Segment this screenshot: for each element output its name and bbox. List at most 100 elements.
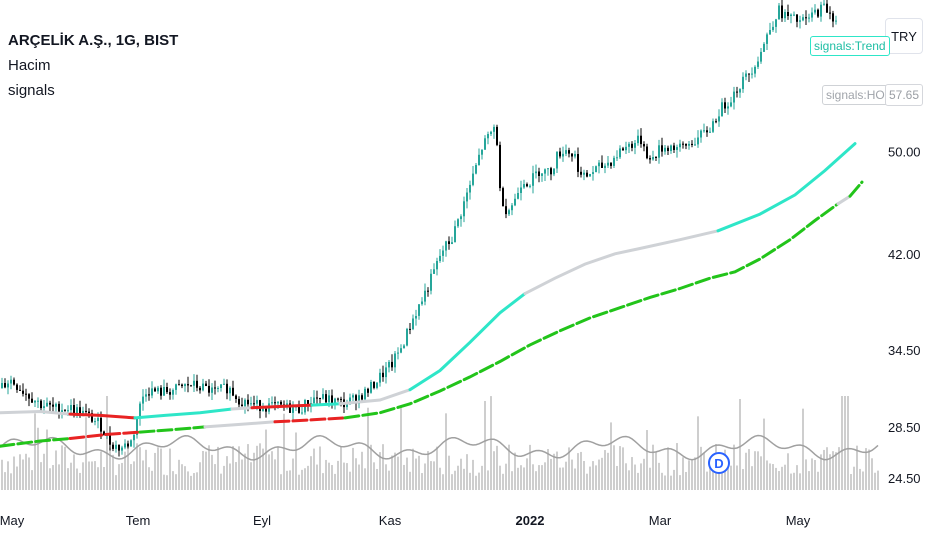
candle-body	[349, 397, 351, 404]
volume-bar	[202, 451, 204, 490]
volume-bar	[169, 448, 171, 490]
candle-body	[139, 403, 141, 419]
volume-bar	[553, 453, 555, 490]
candle-body	[601, 162, 603, 168]
candle-body	[577, 154, 579, 172]
volume-bar	[634, 464, 636, 490]
volume-bar	[223, 465, 225, 490]
trend-series-tag: signals:Trend	[810, 36, 890, 56]
volume-bar	[811, 458, 813, 490]
y-tick-label: 50.00	[888, 144, 921, 159]
volume-bar	[727, 463, 729, 490]
candle-body	[529, 185, 531, 187]
candle-body	[742, 76, 744, 90]
candle-body	[64, 410, 66, 412]
x-tick-label: Kas	[379, 513, 402, 528]
volume-bar	[82, 462, 84, 490]
volume-bar	[622, 447, 624, 490]
candle-body	[265, 408, 267, 412]
candle-body	[247, 399, 249, 405]
symbol-title[interactable]: ARÇELİK A.Ş., 1G, BIST	[8, 32, 179, 49]
dividend-marker-icon[interactable]: D	[708, 452, 730, 474]
volume-bar	[757, 451, 759, 490]
volume-bar	[199, 462, 201, 490]
candle-body	[367, 388, 369, 393]
candle-body	[151, 388, 153, 396]
candle-body	[298, 405, 300, 413]
candle-body	[592, 172, 594, 174]
volume-bar	[742, 469, 744, 490]
volume-bar	[109, 447, 111, 490]
candle-body	[772, 26, 774, 30]
candle-body	[748, 73, 750, 75]
volume-bar	[631, 457, 633, 490]
candle-body	[688, 143, 690, 146]
candle-body	[406, 328, 408, 346]
candle-body	[418, 304, 420, 316]
volume-bar	[67, 468, 69, 490]
volume-bar	[139, 447, 141, 490]
candle-body	[301, 412, 303, 414]
volume-bar	[748, 449, 750, 490]
candle-body	[37, 400, 39, 402]
candle-body	[22, 390, 24, 394]
candle-body	[826, 3, 828, 13]
volume-bar	[442, 474, 444, 490]
candle-body	[832, 13, 834, 22]
volume-bar	[559, 467, 561, 490]
volume-bar	[466, 454, 468, 490]
volume-bar	[286, 470, 288, 490]
candle-body	[622, 148, 624, 151]
candle-body	[667, 147, 669, 151]
currency-button[interactable]: TRY	[885, 18, 923, 54]
volume-bar	[700, 446, 702, 490]
volume-bar	[196, 472, 198, 490]
volume-bar	[208, 445, 210, 490]
signals-indicator-label[interactable]: signals	[8, 82, 55, 99]
volume-bar	[388, 470, 390, 490]
volume-bar	[256, 445, 258, 490]
y-tick-label: 34.50	[888, 343, 921, 358]
candle-body	[241, 404, 243, 407]
volume-bar	[154, 452, 156, 490]
candle-body	[829, 12, 831, 14]
volume-bar	[238, 446, 240, 490]
candle-body	[472, 173, 474, 185]
volume-bar	[808, 471, 810, 490]
volume-bar	[28, 457, 30, 490]
candle-body	[718, 116, 720, 122]
volume-bar	[52, 465, 54, 490]
volume-bar	[214, 464, 216, 490]
volume-bar	[244, 453, 246, 490]
volume-bar	[697, 416, 699, 490]
volume-bar	[274, 459, 276, 490]
volume-bar	[406, 457, 408, 490]
volume-bar	[148, 467, 150, 490]
volume-bar	[292, 458, 294, 490]
candle-body	[391, 361, 393, 368]
volume-bar	[505, 463, 507, 490]
candle-body	[259, 400, 261, 411]
y-axis: 50.00 42.00 34.50 28.50 24.50	[888, 144, 921, 486]
volume-bar	[211, 454, 213, 490]
candle-body	[430, 273, 432, 291]
candle-body	[535, 171, 537, 174]
ho-line-up	[343, 202, 840, 420]
candle-body	[493, 126, 495, 132]
candle-body	[355, 395, 357, 404]
volume-bar	[859, 468, 861, 490]
volume-bar	[4, 472, 6, 490]
volume-indicator-label[interactable]: Hacim	[8, 57, 51, 74]
candle-body	[556, 151, 558, 169]
candle-body	[505, 206, 507, 215]
volume-bar	[97, 467, 99, 490]
candle-body	[70, 405, 72, 411]
candle-body	[463, 201, 465, 217]
candle-body	[571, 153, 573, 157]
volume-bar	[175, 474, 177, 490]
volume-bar	[520, 465, 522, 490]
candle-body	[130, 440, 132, 447]
x-tick-label: 2022	[516, 513, 545, 528]
candle-body	[736, 91, 738, 93]
